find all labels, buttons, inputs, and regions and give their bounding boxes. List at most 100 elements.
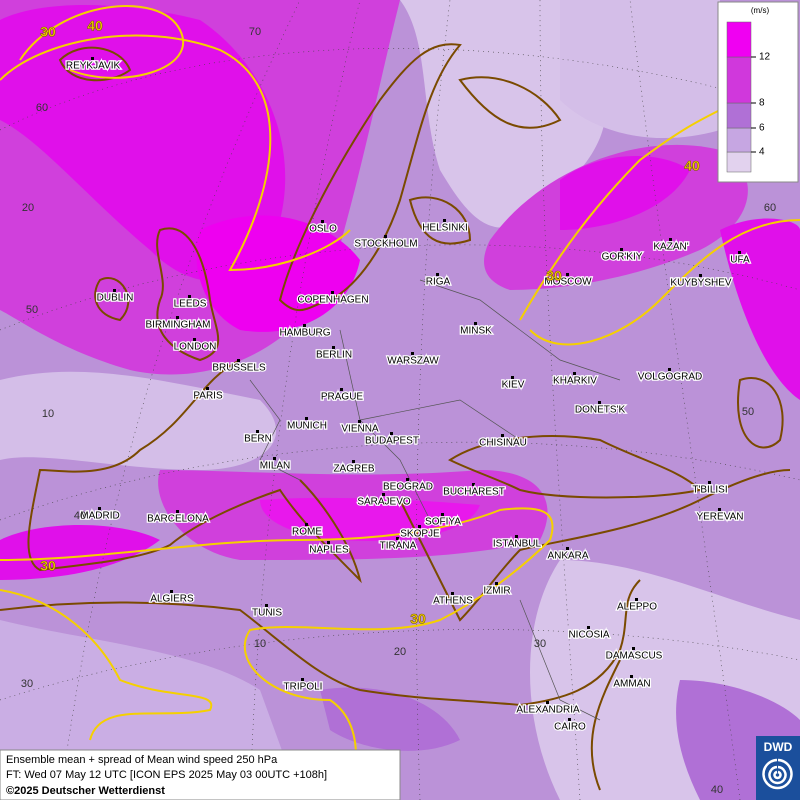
city-marker <box>436 273 439 276</box>
footer-forecast-time: FT: Wed 07 May 12 UTC [ICON EPS 2025 May… <box>6 769 327 781</box>
city-label: WARSZAW <box>387 356 439 367</box>
city-label: MUNICH <box>287 421 327 432</box>
city-label: YEREVAN <box>696 512 743 523</box>
city-label: NICOSIA <box>568 630 609 641</box>
graticule-label: 10 <box>42 408 54 420</box>
city-marker <box>382 493 385 496</box>
logo: DWD <box>756 736 800 800</box>
city-marker <box>669 238 672 241</box>
city-marker <box>332 346 335 349</box>
city-label: KIEV <box>502 380 525 391</box>
city-marker <box>352 460 355 463</box>
contours <box>0 5 800 800</box>
city-marker <box>443 219 446 222</box>
city-marker <box>256 430 259 433</box>
city-marker <box>620 248 623 251</box>
city-marker <box>331 291 334 294</box>
city-marker <box>587 626 590 629</box>
legend-tick-label: 12 <box>759 52 771 63</box>
city-label: PRAGUE <box>321 392 364 403</box>
city-label: VIENNA <box>341 424 379 435</box>
graticule-label: 70 <box>249 26 261 38</box>
contour-label: 30 <box>546 268 562 284</box>
city-label: ALGIERS <box>150 594 194 605</box>
logo-swirl <box>762 758 793 790</box>
city-marker <box>303 324 306 327</box>
city-marker <box>113 289 116 292</box>
graticule-label: 40 <box>711 784 723 796</box>
contour-label: 30 <box>40 24 56 40</box>
logo-text: DWD <box>764 740 793 754</box>
city-label: AMMAN <box>613 679 650 690</box>
city-label: DUBLIN <box>97 293 134 304</box>
city-label: BUDAPEST <box>365 436 419 447</box>
borders <box>249 279 621 721</box>
city-marker <box>305 417 308 420</box>
city-label: TUNIS <box>252 608 282 619</box>
city-label: STOCKHOLM <box>354 239 417 250</box>
graticule-label: 60 <box>36 102 48 114</box>
legend-band <box>726 56 752 104</box>
city-label: BIRMINGHAM <box>146 320 211 331</box>
graticule-label: 20 <box>22 202 34 214</box>
city-label: T'BILISI <box>692 485 727 496</box>
legend-tick-label: 4 <box>759 147 765 158</box>
city-marker <box>511 376 514 379</box>
city-label: NAPLES <box>309 545 349 556</box>
legend-tick-label: 6 <box>759 123 765 134</box>
city-label: UFA <box>730 255 750 266</box>
city-marker <box>237 359 240 362</box>
graticule-label: 50 <box>26 304 38 316</box>
city-label: IZMIR <box>483 586 510 597</box>
city-marker <box>501 434 504 437</box>
city-label: BARCELONA <box>147 514 209 525</box>
city-marker <box>738 251 741 254</box>
contour-label: 30 <box>40 558 56 574</box>
city-marker <box>418 525 421 528</box>
city-label: CAIRO <box>554 722 586 733</box>
city-label: CHISINAU <box>479 438 527 449</box>
city-label: SARAJEVO <box>357 497 411 508</box>
city-label: LEEDS <box>174 299 207 310</box>
city-marker <box>305 523 308 526</box>
city-marker <box>358 420 361 423</box>
city-label: RIGA <box>426 277 451 288</box>
city-label: SKOPJE <box>400 529 440 540</box>
legend-band <box>726 102 752 129</box>
city-label: ALEPPO <box>617 602 657 613</box>
city-label: DAMASCUS <box>606 651 663 662</box>
city-marker <box>699 274 702 277</box>
labels: REYKJAVIK OSLO STOCKHOLM HELSINKI DUBLIN LEED… <box>21 17 776 796</box>
city-label: MOSCOW <box>544 277 592 288</box>
city-label: ZAGREB <box>333 464 374 475</box>
legend-band <box>726 21 752 58</box>
city-marker <box>573 372 576 375</box>
city-marker <box>515 535 518 538</box>
city-marker <box>568 718 571 721</box>
graticule-label: 40 <box>74 510 86 522</box>
city-label: REYKJAVIK <box>66 61 121 72</box>
city-marker <box>193 338 196 341</box>
city-label: ISTANBUL <box>493 539 542 550</box>
graticule-label: 30 <box>21 678 33 690</box>
city-label: SOFIYA <box>425 517 461 528</box>
city-label: COPENHAGEN <box>297 295 368 306</box>
city-label: TIRANA <box>380 541 417 552</box>
city-marker <box>206 387 209 390</box>
contour-label: 40 <box>87 18 103 34</box>
legend-tick-label: 8 <box>759 98 765 109</box>
graticule-label: 20 <box>394 646 406 658</box>
city-label: ATHENS <box>433 596 473 607</box>
city-marker <box>340 388 343 391</box>
city-marker <box>668 368 671 371</box>
city-marker <box>321 220 324 223</box>
city-label: MILAN <box>260 461 291 472</box>
city-marker <box>632 647 635 650</box>
city-marker <box>176 510 179 513</box>
contour-label: 40 <box>684 158 700 174</box>
city-marker <box>708 481 711 484</box>
city-marker <box>546 701 549 704</box>
